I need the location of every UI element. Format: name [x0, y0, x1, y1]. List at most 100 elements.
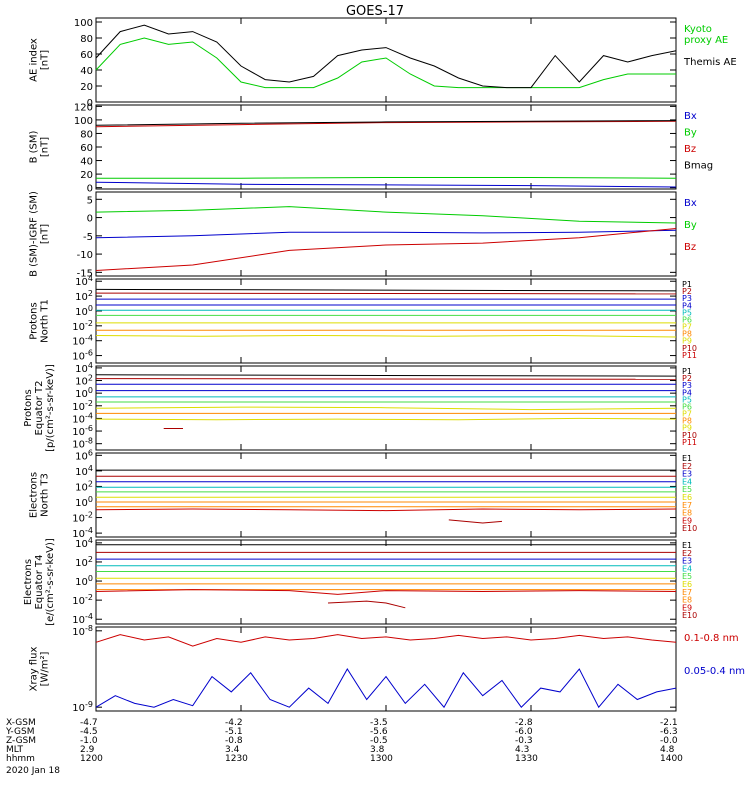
panel-6-legend-e2: E2	[682, 462, 692, 471]
panel-5-ytick-label: 10-6	[72, 424, 93, 438]
panel-6-legend-e4: E4	[682, 477, 692, 486]
ephemeris-value: -2.8	[515, 718, 533, 728]
panel-3-frame	[95, 191, 677, 277]
panel-3-ytick-label: -5	[83, 232, 93, 243]
panel-7-legend-e8: E8	[682, 596, 692, 605]
panel-8-legend-0-1-0-8-nm: 0.1-0.8 nm	[684, 633, 739, 644]
panel-7-legend-e10: E10	[682, 611, 697, 620]
panel-7-legend-e9: E9	[682, 603, 692, 612]
panel-4-legend-p11: P11	[682, 351, 697, 360]
panel-4-ylabel: North T1	[40, 299, 51, 343]
panel-7-legend-e6: E6	[682, 580, 692, 589]
ephemeris-value: -0.5	[370, 736, 388, 746]
ephemeris-value: -3.5	[370, 718, 388, 728]
panel-5-ytick-label: 10-8	[72, 437, 93, 451]
panel-2-ytick-label: 20	[80, 170, 93, 181]
panel-4-ytick-label: 10-6	[72, 349, 93, 363]
panel-2-series-bmag	[95, 120, 677, 126]
panel-7-ylabel: Equator T4	[34, 555, 45, 610]
panel-5-legend-p3: P3	[682, 381, 692, 390]
panel-8-series-0-05-0-4-nm	[95, 668, 677, 709]
panel-7-ytick-label: 102	[75, 555, 93, 569]
panel-5-legend-p8: P8	[682, 417, 692, 426]
panel-5-legend-p7: P7	[682, 410, 692, 419]
panel-7-ylabel: [e/(cm²-s-sr-keV)]	[45, 538, 56, 626]
panel-6-legend-e10: E10	[682, 524, 697, 533]
panel-5-series-p2	[95, 378, 677, 380]
ephemeris-value: -4.2	[225, 718, 243, 728]
panel-5-ytick-label: 104	[75, 361, 93, 375]
panel-4-ylabel: Protons	[29, 302, 40, 339]
panel-3-ytick-label: 0	[87, 214, 93, 225]
panel-4-ytick-label: 102	[75, 289, 93, 303]
panel-3-ytick-label: -10	[77, 250, 93, 261]
panel-6-legend-e3: E3	[682, 470, 692, 479]
panel-4-series-p2	[95, 292, 677, 295]
panel-2-ylabel: [nT]	[40, 137, 51, 157]
panel-5-legend-p9: P9	[682, 424, 692, 433]
panel-1-ytick-label: 0	[87, 98, 93, 109]
panel-7-ytick-label: 10-4	[72, 612, 93, 626]
panel-6-ytick-label: 10-2	[72, 511, 93, 525]
panel-5-legend-p11: P11	[682, 438, 697, 447]
panel-2-ytick-label: 120	[74, 102, 93, 113]
panel-1-ytick-label: 100	[74, 18, 93, 29]
panel-6-ylabel: North T3	[40, 473, 51, 517]
panel-1-ytick-label: 60	[80, 50, 93, 61]
ephemeris-value: -0.0	[660, 736, 678, 746]
panel-5-ylabel: [p/(cm²-s-sr-keV)]	[45, 364, 56, 452]
panel-2-ytick-label: 80	[80, 129, 93, 140]
panel-5-ylabel: Equator T2	[34, 381, 45, 436]
panel-7-legend-e5: E5	[682, 572, 692, 581]
ephemeris-value: 1300	[370, 754, 393, 764]
panel-1-ytick-label: 20	[80, 82, 93, 93]
panel-1-ytick-label: 40	[80, 66, 93, 77]
ephemeris-value: -0.8	[225, 736, 243, 746]
panel-4-legend-p6: P6	[682, 315, 692, 324]
panel-2-legend-bz: Bz	[684, 144, 696, 155]
panel-6-ytick-label: 100	[75, 495, 93, 509]
panel-4-legend-p8: P8	[682, 330, 692, 339]
panel-4-legend-p2: P2	[682, 287, 692, 296]
panel-7-ytick-label: 100	[75, 574, 93, 588]
panel-3-series-by	[95, 206, 677, 224]
ephemeris-date: 2020 Jan 18	[6, 766, 60, 776]
ephemeris-value: -4.5	[80, 727, 98, 737]
panel-1-ytick-label: 80	[80, 34, 93, 45]
panel-2-legend-bx: Bx	[684, 111, 697, 122]
panel-8-ytick-label: 10-9	[72, 700, 93, 714]
panel-1-legend-kyoto-proxy-ae: proxy AE	[684, 35, 728, 46]
panel-8-series-0-1-0-8-nm	[95, 634, 677, 647]
panel-5-series-p1	[95, 374, 677, 377]
panel-7-series-e9	[95, 589, 677, 595]
ephemeris-value: -6.3	[660, 727, 678, 737]
panel-5-ytick-label: 100	[75, 386, 93, 400]
panel-4-legend-p10: P10	[682, 344, 697, 353]
panel-3-ytick-label: 5	[87, 195, 93, 206]
panel-7-ytick-label: 10-2	[72, 593, 93, 607]
panel-6-series-e9	[95, 508, 677, 512]
ephemeris-value: 3.8	[370, 745, 385, 755]
panel-3-ytick-label: -15	[77, 268, 93, 279]
ephemeris-row-label: hhmm	[6, 754, 35, 764]
panel-2-legend-bmag: Bmag	[684, 161, 713, 172]
panel-6-frame	[95, 452, 677, 538]
ephemeris-value: -1.0	[80, 736, 98, 746]
ephemeris-value: -2.1	[660, 718, 678, 728]
panel-3-legend-bx: Bx	[684, 198, 697, 209]
panel-6-series-e10	[448, 519, 503, 524]
panel-3-ylabel: [nT]	[40, 224, 51, 244]
panel-8-ylabel: [W/m²]	[40, 651, 51, 686]
panel-8-ytick-label: 10-8	[72, 624, 93, 638]
panel-5-ylabel: Protons	[23, 389, 34, 426]
panel-6-ytick-label: 102	[75, 479, 93, 493]
panel-2-series-bz	[95, 120, 677, 128]
panel-3-legend-bz: Bz	[684, 242, 696, 253]
panel-6-ylabel: Electrons	[29, 472, 40, 518]
panel-7-ytick-label: 104	[75, 536, 93, 550]
panel-2-series-bx	[95, 181, 677, 188]
ephemeris-row-label: Y-GSM	[5, 727, 34, 737]
ephemeris-value: 3.4	[225, 745, 240, 755]
